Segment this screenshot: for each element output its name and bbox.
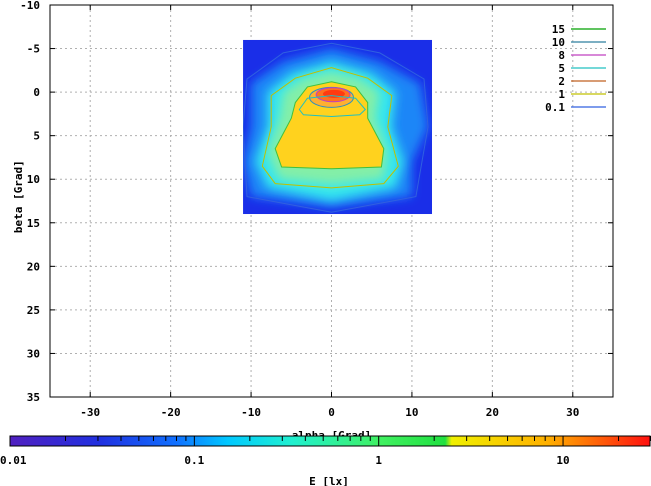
colorbar-tick-label: 1: [375, 454, 382, 467]
colorbar: 0.01 0.1 1 10: [0, 435, 651, 467]
legend-label: 5: [558, 62, 565, 75]
contour-0-1: [243, 42, 429, 213]
x-tick-label: 20: [486, 406, 499, 419]
colorbar-tick-label: 0.01: [0, 454, 27, 467]
x-tick-label: 0: [328, 406, 335, 419]
x-axis-ticks: -30 -20 -10 0 10 20 30: [80, 5, 579, 419]
colorbar-gradient: [9, 435, 651, 447]
x-tick-label: 10: [405, 406, 418, 419]
legend-label: 2: [558, 75, 565, 88]
colorbar-label: E [lx]: [309, 475, 349, 486]
legend-label: 1: [558, 88, 565, 101]
legend-label: 8: [558, 49, 565, 62]
x-tick-label: -10: [241, 406, 261, 419]
y-tick-label: 30: [27, 347, 40, 360]
x-tick-label: -20: [161, 406, 181, 419]
legend-label: 15: [552, 23, 565, 36]
y-axis-label: beta [Grad]: [12, 160, 25, 233]
colorbar-tick-label: 10: [556, 454, 569, 467]
zone-high: [274, 81, 385, 170]
y-tick-label: -5: [27, 43, 40, 56]
y-tick-label: 25: [27, 304, 40, 317]
y-tick-label: 10: [27, 173, 40, 186]
x-tick-label: 30: [566, 406, 579, 419]
illuminance-heatmap: [243, 39, 433, 215]
y-tick-label: 5: [33, 130, 40, 143]
y-tick-label: 35: [27, 391, 40, 404]
y-tick-label: 20: [27, 260, 40, 273]
heatmap-clip-group: [243, 39, 433, 215]
x-tick-label: -30: [80, 406, 100, 419]
contour-5: [298, 95, 366, 118]
legend-label: 10: [552, 36, 565, 49]
legend-label: 0.1: [545, 101, 565, 114]
y-tick-label: 15: [27, 217, 40, 230]
contour-1: [261, 67, 399, 189]
y-tick-label: 0: [33, 86, 40, 99]
y-tick-label: -10: [20, 0, 40, 12]
colorbar-tick-label: 0.1: [184, 454, 204, 467]
